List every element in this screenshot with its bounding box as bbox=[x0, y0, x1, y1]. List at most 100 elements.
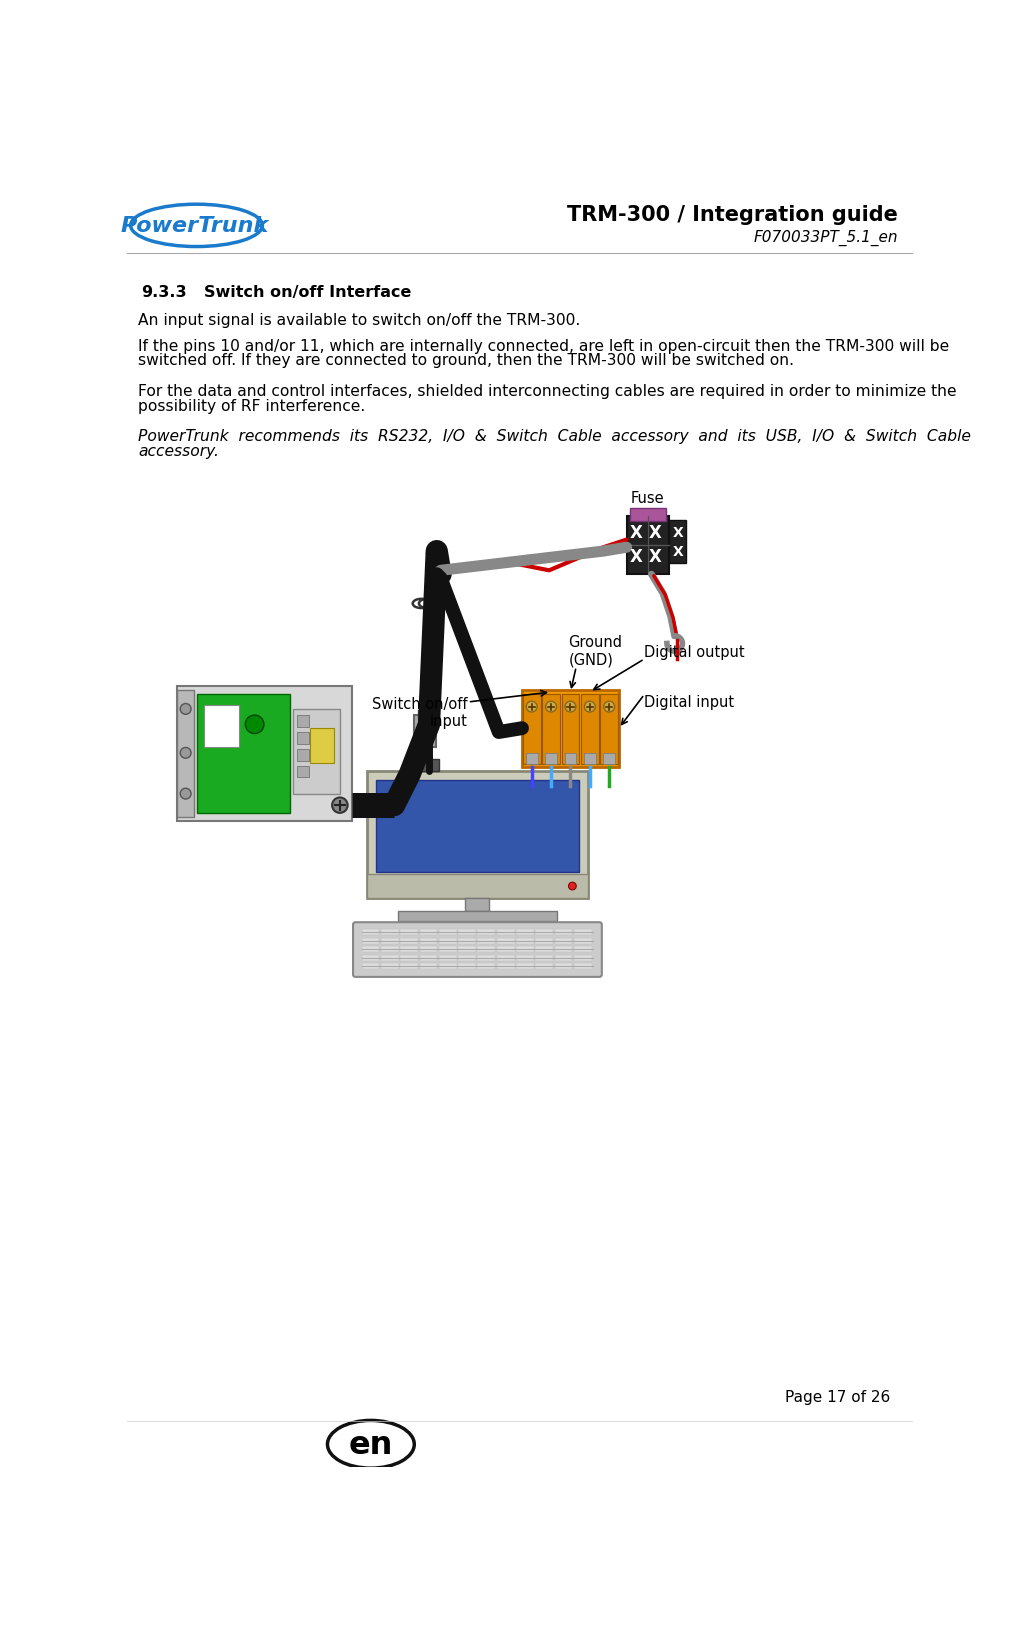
FancyBboxPatch shape bbox=[420, 929, 437, 936]
Text: TRM-300 / Integration guide: TRM-300 / Integration guide bbox=[567, 204, 897, 224]
FancyBboxPatch shape bbox=[458, 929, 476, 936]
FancyBboxPatch shape bbox=[458, 938, 476, 944]
Text: An input signal is available to switch on/off the TRM-300.: An input signal is available to switch o… bbox=[138, 313, 581, 328]
Text: Digital output: Digital output bbox=[645, 644, 745, 659]
FancyBboxPatch shape bbox=[581, 694, 598, 765]
Text: X: X bbox=[630, 549, 642, 567]
FancyBboxPatch shape bbox=[381, 938, 399, 944]
FancyBboxPatch shape bbox=[297, 750, 309, 761]
FancyBboxPatch shape bbox=[415, 715, 436, 748]
FancyBboxPatch shape bbox=[523, 694, 540, 765]
FancyBboxPatch shape bbox=[542, 694, 560, 765]
FancyBboxPatch shape bbox=[535, 964, 553, 969]
FancyBboxPatch shape bbox=[562, 694, 579, 765]
Text: en: en bbox=[349, 1429, 393, 1460]
FancyBboxPatch shape bbox=[522, 691, 619, 768]
FancyBboxPatch shape bbox=[401, 964, 418, 969]
FancyBboxPatch shape bbox=[600, 694, 619, 765]
FancyBboxPatch shape bbox=[497, 954, 514, 961]
FancyBboxPatch shape bbox=[535, 946, 553, 953]
Circle shape bbox=[565, 702, 576, 712]
Text: X: X bbox=[649, 524, 662, 542]
FancyBboxPatch shape bbox=[478, 964, 495, 969]
FancyBboxPatch shape bbox=[419, 760, 439, 771]
FancyBboxPatch shape bbox=[555, 954, 573, 961]
FancyBboxPatch shape bbox=[297, 715, 309, 727]
Text: switched off. If they are connected to ground, then the TRM-300 will be switched: switched off. If they are connected to g… bbox=[138, 353, 794, 368]
FancyBboxPatch shape bbox=[516, 929, 533, 936]
Text: 9.3.3: 9.3.3 bbox=[141, 285, 187, 300]
FancyBboxPatch shape bbox=[401, 946, 418, 953]
Text: Ground
(GND): Ground (GND) bbox=[569, 634, 623, 667]
FancyBboxPatch shape bbox=[394, 796, 402, 814]
Text: X: X bbox=[649, 549, 662, 567]
FancyBboxPatch shape bbox=[574, 938, 592, 944]
Circle shape bbox=[180, 789, 191, 799]
FancyBboxPatch shape bbox=[603, 753, 615, 765]
Circle shape bbox=[584, 702, 595, 712]
FancyBboxPatch shape bbox=[381, 964, 399, 969]
Text: Digital input: Digital input bbox=[645, 695, 734, 710]
Circle shape bbox=[180, 704, 191, 715]
FancyBboxPatch shape bbox=[497, 964, 514, 969]
FancyBboxPatch shape bbox=[204, 705, 239, 748]
FancyBboxPatch shape bbox=[497, 929, 514, 936]
FancyBboxPatch shape bbox=[526, 753, 537, 765]
FancyBboxPatch shape bbox=[555, 946, 573, 953]
FancyBboxPatch shape bbox=[362, 938, 379, 944]
FancyBboxPatch shape bbox=[420, 938, 437, 944]
FancyBboxPatch shape bbox=[362, 929, 379, 936]
FancyBboxPatch shape bbox=[516, 954, 533, 961]
FancyBboxPatch shape bbox=[362, 954, 379, 961]
FancyBboxPatch shape bbox=[399, 911, 557, 921]
FancyBboxPatch shape bbox=[420, 964, 437, 969]
FancyBboxPatch shape bbox=[478, 938, 495, 944]
FancyBboxPatch shape bbox=[535, 929, 553, 936]
Circle shape bbox=[180, 748, 191, 758]
FancyBboxPatch shape bbox=[669, 521, 686, 564]
FancyBboxPatch shape bbox=[439, 929, 456, 936]
FancyBboxPatch shape bbox=[439, 938, 456, 944]
Circle shape bbox=[526, 702, 537, 712]
FancyBboxPatch shape bbox=[293, 710, 340, 794]
Circle shape bbox=[245, 715, 264, 733]
Text: Switch on/off
input: Switch on/off input bbox=[372, 697, 467, 728]
FancyBboxPatch shape bbox=[478, 954, 495, 961]
Circle shape bbox=[546, 702, 557, 712]
FancyBboxPatch shape bbox=[478, 929, 495, 936]
Text: PowerTrunk  recommends  its  RS232,  I/O  &  Switch  Cable  accessory  and  its : PowerTrunk recommends its RS232, I/O & S… bbox=[138, 428, 971, 443]
FancyBboxPatch shape bbox=[574, 929, 592, 936]
FancyBboxPatch shape bbox=[439, 946, 456, 953]
FancyBboxPatch shape bbox=[555, 964, 573, 969]
FancyBboxPatch shape bbox=[574, 964, 592, 969]
FancyBboxPatch shape bbox=[555, 938, 573, 944]
Text: X: X bbox=[672, 526, 683, 539]
FancyBboxPatch shape bbox=[497, 938, 514, 944]
FancyBboxPatch shape bbox=[197, 694, 290, 814]
Text: Fuse: Fuse bbox=[631, 491, 664, 506]
Circle shape bbox=[569, 883, 576, 890]
Text: accessory.: accessory. bbox=[138, 443, 219, 458]
FancyBboxPatch shape bbox=[362, 946, 379, 953]
FancyBboxPatch shape bbox=[297, 733, 309, 745]
FancyBboxPatch shape bbox=[627, 517, 669, 575]
FancyBboxPatch shape bbox=[401, 929, 418, 936]
Text: X: X bbox=[672, 545, 683, 559]
Text: PowerTrunk: PowerTrunk bbox=[121, 216, 269, 236]
Text: X: X bbox=[630, 524, 642, 542]
FancyBboxPatch shape bbox=[458, 946, 476, 953]
Text: For the data and control interfaces, shielded interconnecting cables are require: For the data and control interfaces, shi… bbox=[138, 384, 957, 399]
FancyBboxPatch shape bbox=[420, 954, 437, 961]
FancyBboxPatch shape bbox=[439, 964, 456, 969]
FancyBboxPatch shape bbox=[381, 954, 399, 961]
FancyBboxPatch shape bbox=[555, 929, 573, 936]
FancyBboxPatch shape bbox=[401, 954, 418, 961]
FancyBboxPatch shape bbox=[516, 946, 533, 953]
FancyBboxPatch shape bbox=[353, 923, 602, 977]
FancyBboxPatch shape bbox=[497, 946, 514, 953]
FancyBboxPatch shape bbox=[177, 687, 352, 821]
Circle shape bbox=[603, 702, 614, 712]
FancyBboxPatch shape bbox=[478, 946, 495, 953]
Circle shape bbox=[333, 798, 348, 814]
Text: Switch on/off Interface: Switch on/off Interface bbox=[204, 285, 412, 300]
